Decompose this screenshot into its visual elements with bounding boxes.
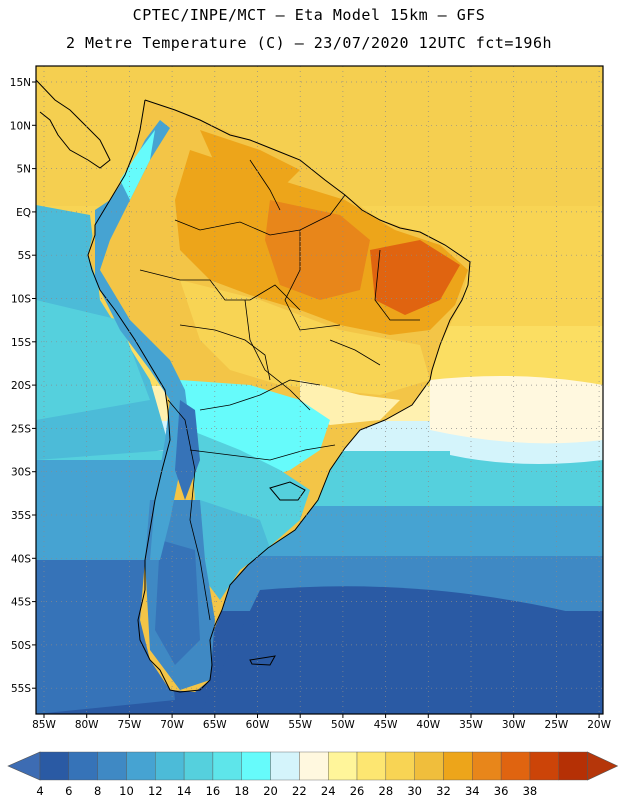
longitude-label: 55W (288, 719, 312, 731)
coastlines (36, 79, 471, 693)
longitude-label: 65W (203, 719, 227, 731)
longitude-label: 60W (246, 719, 270, 731)
latitude-label: 15S (11, 337, 31, 349)
latitude-label: 35S (11, 510, 31, 522)
colorbar-swatch (558, 751, 588, 781)
latitude-label: 40S (11, 553, 31, 565)
map-title-line-1: CPTEC/INPE/MCT – Eta Model 15km – GFS (132, 6, 486, 24)
latitude-label: 50S (11, 640, 31, 652)
colorbar-label: 28 (379, 784, 394, 798)
graticule (36, 66, 603, 714)
colorbar-swatch (212, 751, 242, 781)
colorbar-label: 16 (206, 784, 221, 798)
latitude-label: 10N (10, 120, 31, 132)
colorbar-swatch (155, 751, 185, 781)
colorbar-label: 38 (523, 784, 538, 798)
longitude-label: 85W (32, 719, 56, 731)
latitude-label: 10S (11, 294, 31, 306)
latitude-label: 5N (16, 164, 31, 176)
colorbar-swatch (299, 751, 329, 781)
colorbar-label: 26 (350, 784, 365, 798)
colorbar-label: 24 (321, 784, 336, 798)
colorbar-high-arrow (587, 751, 618, 781)
colorbar-label: 10 (119, 784, 134, 798)
latitude-label: 45S (11, 597, 31, 609)
colorbar-label: 4 (36, 784, 43, 798)
colorbar-label: 6 (65, 784, 72, 798)
colorbar-swatch (68, 751, 98, 781)
longitude-label: 75W (118, 719, 142, 731)
colorbar-label: 18 (234, 784, 249, 798)
colorbar-swatch (500, 751, 531, 781)
map-frame (35, 65, 604, 715)
colorbar-swatch (529, 751, 559, 781)
colorbar-label: 34 (465, 784, 480, 798)
temperature-field (36, 66, 603, 714)
latitude-label: 25S (11, 423, 31, 435)
colorbar-label: 20 (263, 784, 278, 798)
longitude-label: 40W (416, 719, 440, 731)
colorbar-label: 36 (494, 784, 509, 798)
colorbar-swatch (126, 751, 156, 781)
colorbar-swatch (414, 751, 444, 781)
latitude-labels: 15N 10N 5N EQ 5S 10S 15S 20S 25S 30S 35S 40S 45S 50S 5… (10, 77, 36, 695)
colorbar-swatch (183, 751, 214, 781)
map-title-line-2: 2 Metre Temperature (C) – 23/07/2020 12U… (65, 34, 553, 52)
latitude-label: 5S (18, 250, 32, 262)
latitude-label: EQ (16, 207, 31, 219)
longitude-label: 30W (502, 719, 526, 731)
colorbar-swatch (356, 751, 387, 781)
colorbar-low-arrow (7, 751, 41, 781)
longitude-label: 70W (160, 719, 184, 731)
latitude-label: 55S (11, 683, 31, 695)
colorbar-swatch (241, 751, 271, 781)
colorbar-swatch (472, 751, 502, 781)
colorbar-label: 22 (292, 784, 307, 798)
latitude-label: 15N (10, 77, 31, 89)
colorbar: 4 6 8 10 12 14 16 18 20 22 24 26 28 30 32 34 36 38 (7, 751, 618, 798)
longitude-label: 50W (331, 719, 355, 731)
latitude-label: 20S (11, 380, 31, 392)
colorbar-swatch (270, 751, 300, 781)
colorbar-swatch (39, 751, 70, 781)
latitude-label: 30S (11, 467, 31, 479)
longitude-labels: 85W 80W 75W 70W 65W 60W 55W 50W 45W 40W 35W 30W 25W 2… (32, 714, 612, 731)
colorbar-swatch (443, 751, 473, 781)
colorbar-label: 32 (436, 784, 451, 798)
longitude-label: 35W (459, 719, 483, 731)
colorbar-label: 30 (407, 784, 422, 798)
longitude-label: 20W (587, 719, 611, 731)
colorbar-label: 8 (94, 784, 101, 798)
longitude-label: 25W (545, 719, 569, 731)
colorbar-swatch (328, 751, 358, 781)
colorbar-swatch (97, 751, 127, 781)
colorbar-swatch (385, 751, 415, 781)
colorbar-label: 14 (177, 784, 192, 798)
colorbar-label: 12 (148, 784, 163, 798)
longitude-label: 45W (374, 719, 398, 731)
longitude-label: 80W (75, 719, 99, 731)
